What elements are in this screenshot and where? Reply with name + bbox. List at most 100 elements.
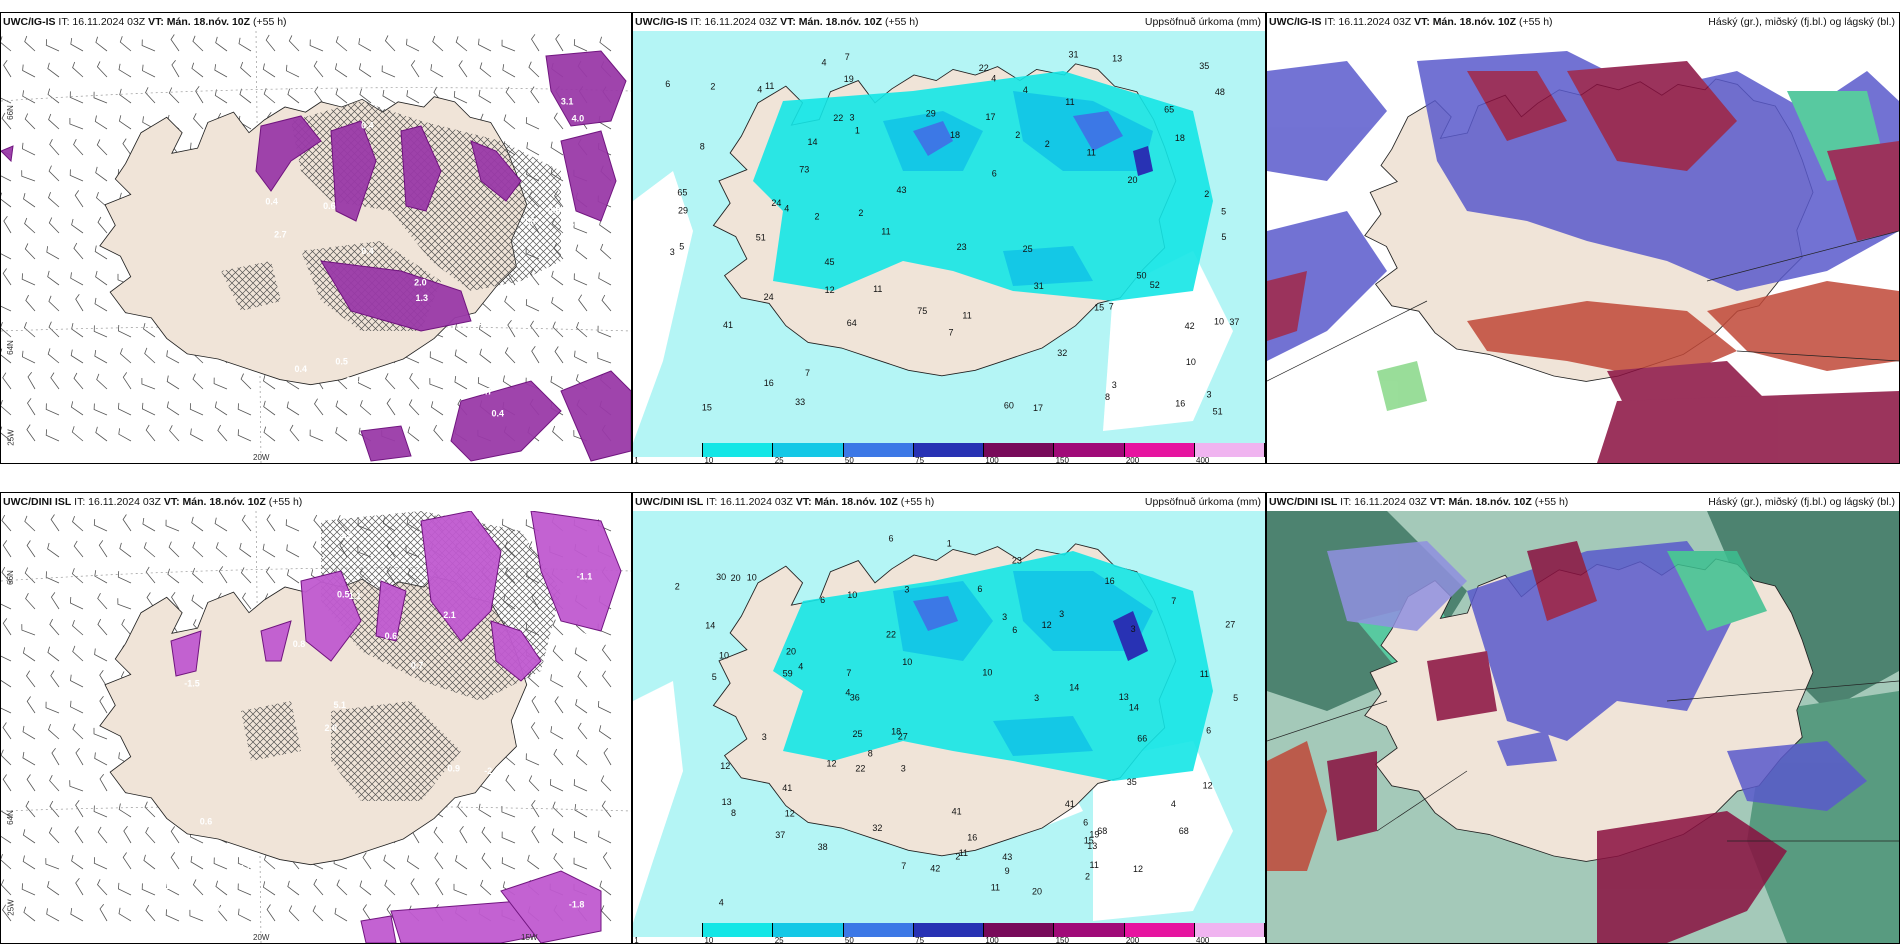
value-label: 24 [771,198,781,208]
wind-barb [50,670,60,688]
wind-barb [142,64,156,78]
value-label: 51 [1213,407,1223,417]
wind-barb [598,725,612,740]
value-label: 33 [795,397,805,407]
map-area[interactable]: 7 16 10 2 5 8 11 12 13 20 41 68 42 20 16 9 6 19 12 14 10 66 59… [633,511,1265,923]
value-label: 4 [1023,85,1028,95]
wind-barb [72,515,84,532]
lat-label-64n: 64N [5,810,15,825]
wind-barb [1,175,12,182]
wind-barb [552,425,564,442]
value-label: 25 [853,729,863,739]
wind-barb [240,61,252,78]
value-label: 20 [1032,887,1042,897]
wind-barb [45,39,60,52]
wind-barb [503,114,516,130]
value-label: 27 [898,732,908,742]
value-label: 4 [798,662,803,672]
wind-barb [480,879,492,896]
value-label: 12 [825,285,835,295]
value-label: 50 [1137,271,1147,281]
wind-barb [141,883,156,896]
wind-barb [334,907,348,922]
wind-barb [69,91,84,104]
value-label: 41 [723,320,733,330]
wind-barb [214,89,228,104]
wind-barb [50,372,60,390]
wind-barb [49,775,60,792]
wind-barb [25,800,36,818]
wind-barb [166,350,180,364]
wind-barb [118,428,132,442]
value-label: 17 [986,112,996,122]
wind-barb [118,115,132,130]
wind-barb [94,297,108,312]
wind-barb [189,909,204,922]
colorbar-swatch [1054,923,1125,937]
wind-barb [601,644,612,662]
value-label: 35 [1199,61,1209,71]
value-label: 3 [901,763,906,773]
wind-barb [430,64,444,78]
map-panel-dini-snow: UWC/DINI ISL IT: 16.11.2024 03Z VT: Mán.… [0,492,632,944]
wind-barb [141,39,156,52]
wind-barb [285,64,300,78]
map-area[interactable]: -1.8 -1.5 -1.1 2.0 2.1 1.7 0.5 0.6 0.6 0.8 1.0 1.0 1… [1,511,631,943]
map-area[interactable]: 0.4 0.4 0.5 0.6 0.8 0.7 0.9 0.4 1.3 0.4 0.4 0.4 2.0 2… [1,31,631,463]
value-label: 0.6 [323,201,336,211]
wind-barb [168,87,180,104]
value-label: 1.0 [240,863,253,873]
value-label: 23 [957,242,967,252]
colorbar-label: 400 [1196,456,1210,464]
value-label: 6 [1206,725,1211,735]
colorbar-label: 10 [704,456,714,464]
wind-barb [335,426,348,442]
value-label: 31 [1069,49,1079,59]
value-label: 11 [1090,860,1099,870]
wind-barb [69,780,84,792]
wind-barb [214,517,228,532]
value-label: 7 [1171,596,1176,606]
wind-barb [71,568,84,584]
value-label: 2 [1085,871,1090,881]
wind-barb [362,904,372,922]
colorbar-label: 75 [915,456,925,464]
value-label: 16 [967,832,977,842]
wind-barb [141,378,156,390]
value-label: 22 [855,764,865,774]
panel-title: UWC/DINI ISL IT: 16.11.2024 03Z VT: Mán.… [1267,493,1899,511]
value-label: 10 [982,667,992,677]
wind-barb [1,810,12,818]
wind-barb [599,36,612,52]
panel-title: UWC/IG-IS IT: 16.11.2024 03Z VT: Mán. 18… [1,13,631,31]
panel-subtitle: Háský (gr.), miðský (fj.bl.) og lágský (… [1708,496,1895,508]
wind-barb [45,571,60,584]
value-label: 7 [949,327,954,337]
wind-barb [525,117,540,130]
wind-barb [433,424,444,442]
value-label: 14 [705,620,715,630]
map-area[interactable]: 1 2 2 5 11 10 11 31 42 65 73 52 20 64 41 23 45 65 7 29 3 17 16… [633,31,1265,443]
wind-barb [574,804,588,818]
wind-barb [215,36,228,52]
wind-barb [46,908,60,922]
value-label: 0.4 [361,246,374,256]
wind-barb [25,593,36,610]
wind-barb [525,299,540,312]
map-area[interactable] [1267,511,1899,943]
value-label: 3 [1131,624,1136,634]
value-label: 1.7 [208,906,221,916]
wind-barb [238,908,252,922]
wind-barb [1,749,12,766]
wind-barb [577,670,588,688]
map-area[interactable] [1267,31,1899,463]
wind-barb [72,723,84,740]
value-label: 66 [1137,733,1147,743]
wind-barb [47,62,60,78]
colorbar-swatch [1194,923,1265,937]
wind-barb [553,112,564,130]
wind-barb [117,882,132,896]
wind-barb [531,695,540,714]
wind-barb [117,402,132,416]
wind-barb [122,138,132,156]
